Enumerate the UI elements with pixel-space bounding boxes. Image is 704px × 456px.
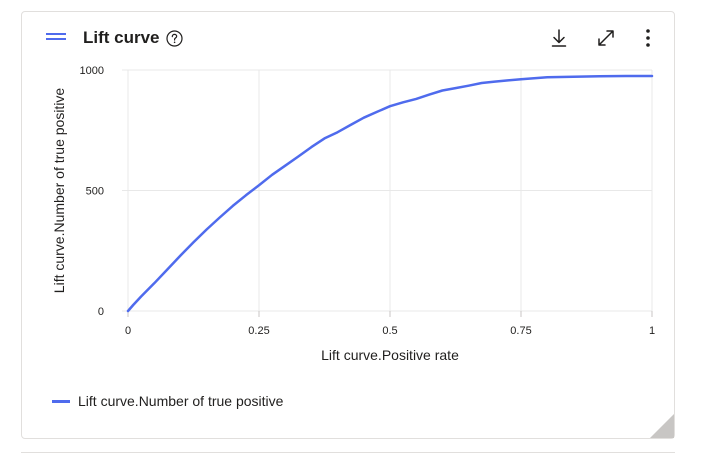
help-circle-icon[interactable] [166, 30, 183, 47]
legend-label: Lift curve.Number of true positive [78, 393, 284, 409]
legend-line-swatch [52, 399, 70, 403]
y-axis-label: Lift curve.Number of true positive [51, 88, 67, 294]
y-tick-label: 1000 [80, 65, 104, 77]
lift-curve-chart: 0 0.25 0.5 0.75 1 0 500 1000 Lift curve.Positiv… [51, 65, 656, 363]
chart-grid [122, 69, 653, 312]
chart-ticks: 0 0.25 0.5 0.75 1 0 500 1000 [80, 65, 656, 337]
more-vertical-icon[interactable] [636, 26, 660, 50]
x-tick-label: 0.75 [510, 325, 531, 337]
expand-icon[interactable] [594, 26, 618, 50]
resize-handle-icon[interactable] [650, 414, 674, 438]
divider [21, 452, 675, 453]
y-tick-label: 0 [98, 306, 104, 318]
x-tick-label: 0.5 [382, 325, 397, 337]
y-tick-label: 500 [86, 186, 104, 198]
x-tick-label: 0 [125, 325, 131, 337]
card-header: Lift curve [22, 12, 674, 62]
drag-handle-icon[interactable] [46, 33, 66, 40]
lift-curve-card: Lift curve 0 0.25 0.5 0.75 1 0 500 1000 Lift cu… [21, 11, 675, 439]
chart-series [126, 74, 654, 313]
card-title: Lift curve [83, 28, 160, 47]
x-axis-label: Lift curve.Positive rate [321, 347, 459, 363]
chart-legend-item[interactable]: Lift curve.Number of true positive [52, 391, 283, 411]
download-icon[interactable] [547, 26, 571, 50]
x-tick-label: 1 [649, 325, 655, 337]
series-line-number-of-true-positive[interactable] [126, 74, 654, 313]
x-tick-label: 0.25 [248, 325, 269, 337]
